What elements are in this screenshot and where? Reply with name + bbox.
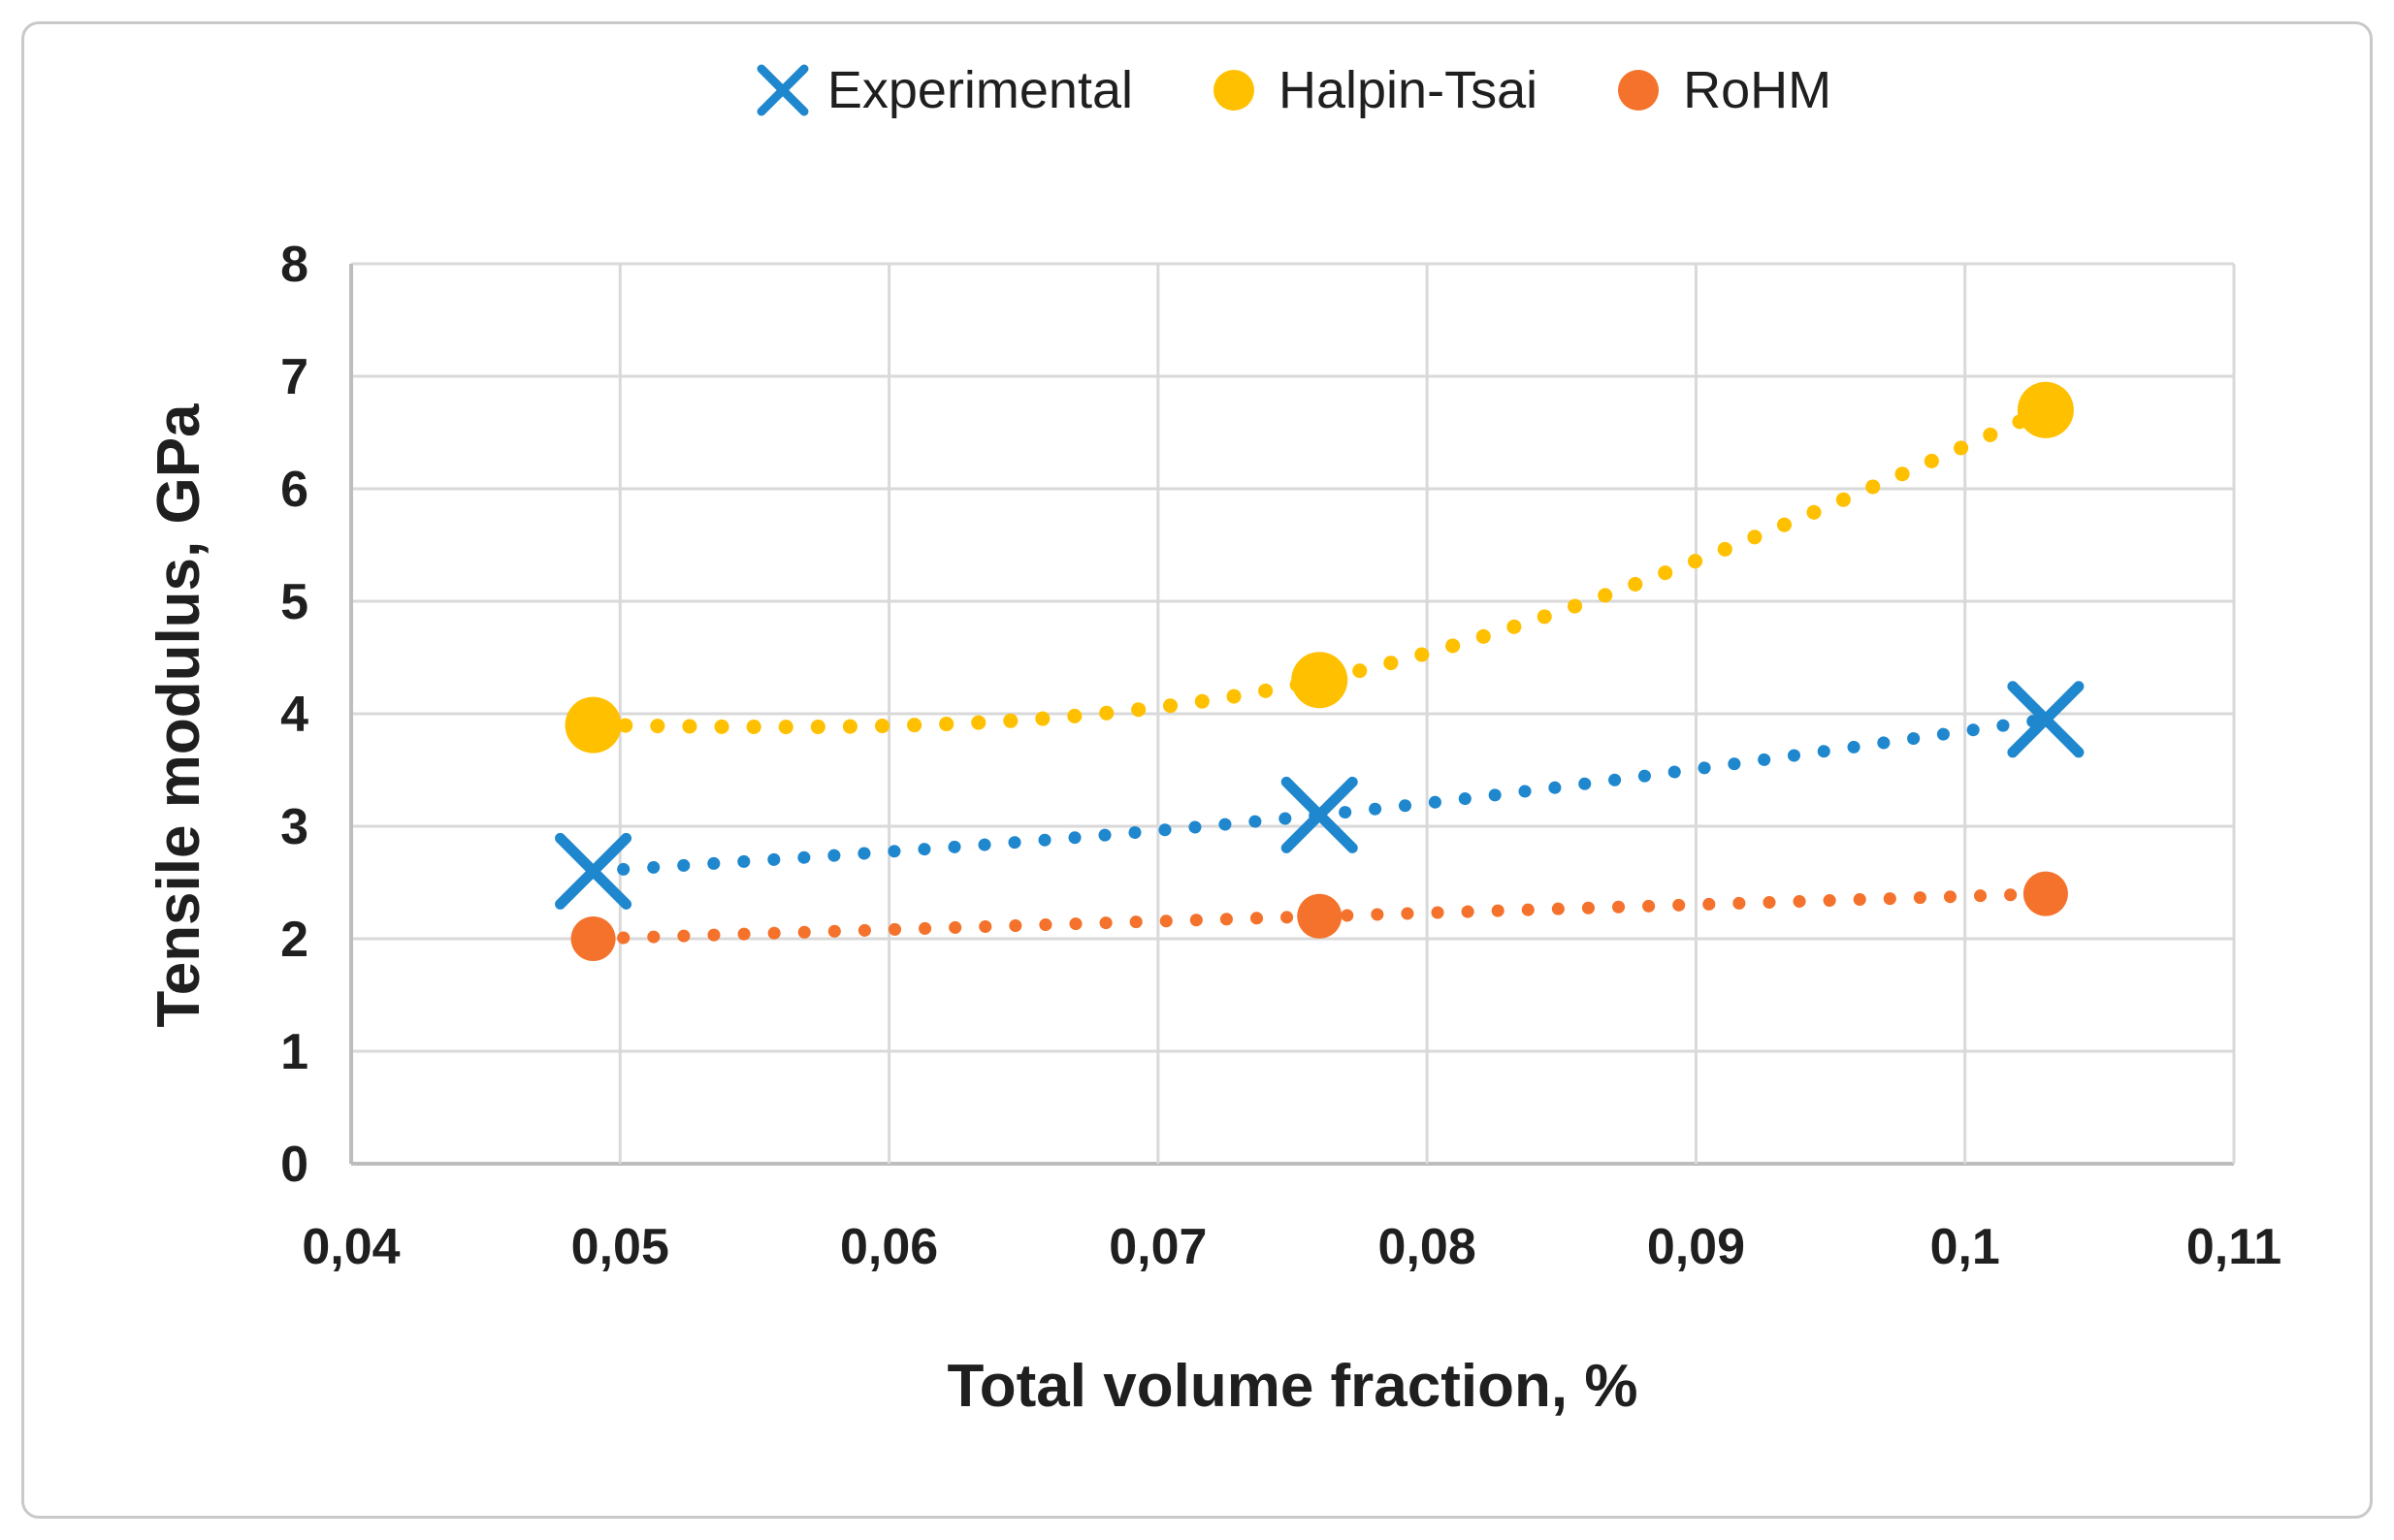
y-tick-label: 5	[280, 574, 308, 630]
y-tick-label: 1	[280, 1024, 308, 1080]
legend-item-rohm: RoHM	[1609, 61, 1831, 119]
y-tick-label: 8	[280, 237, 308, 293]
y-tick-label: 2	[280, 912, 308, 968]
legend-item-experimental: Experimental	[754, 61, 1133, 119]
legend-label: Halpin-Tsai	[1278, 61, 1538, 119]
series-line-experimental	[587, 713, 2053, 878]
y-tick-label: 0	[280, 1137, 308, 1193]
y-tick-label: 4	[280, 687, 308, 743]
x-tick-label: 0,09	[1647, 1219, 1745, 1275]
x-tick-label: 0,06	[840, 1219, 938, 1275]
x-tick-label: 0,05	[571, 1219, 669, 1275]
x-tick-label: 0,04	[302, 1219, 400, 1275]
circle-marker-icon	[1618, 70, 1660, 111]
marker-x-experimental-0	[555, 832, 632, 910]
marker-circle-halpin-tsai-0	[565, 696, 622, 754]
legend-label: RoHM	[1683, 61, 1832, 119]
marker-circle-rohm-1	[1297, 893, 1343, 939]
y-tick-label: 3	[280, 799, 308, 855]
y-axis-title: Tensile modulus, GPa	[146, 403, 212, 1028]
marker-x-experimental-1	[1280, 776, 1358, 853]
x-tick-label: 0,08	[1378, 1219, 1476, 1275]
figure-frame	[21, 21, 2373, 1519]
x-axis-title: Total volume fraction, %	[947, 1353, 1638, 1420]
x-marker-icon	[757, 64, 809, 116]
x-tick-label: 0,1	[1930, 1219, 2000, 1275]
chart-legend: Experimental Halpin-Tsai RoHM	[351, 47, 2234, 134]
marker-x-experimental-2	[2007, 681, 2085, 758]
circle-marker-icon	[1213, 70, 1254, 111]
marker-circle-rohm-0	[570, 916, 616, 961]
y-tick-label: 6	[280, 462, 308, 518]
marker-circle-halpin-tsai-2	[2017, 381, 2074, 438]
marker-circle-rohm-2	[2022, 871, 2068, 916]
marker-circle-halpin-tsai-1	[1291, 652, 1348, 709]
x-tick-label: 0,11	[2186, 1219, 2281, 1275]
x-tick-label: 0,07	[1109, 1219, 1207, 1275]
y-tick-label: 7	[280, 349, 308, 405]
legend-label: Experimental	[826, 61, 1133, 119]
legend-item-halpin-tsai: Halpin-Tsai	[1205, 61, 1537, 119]
